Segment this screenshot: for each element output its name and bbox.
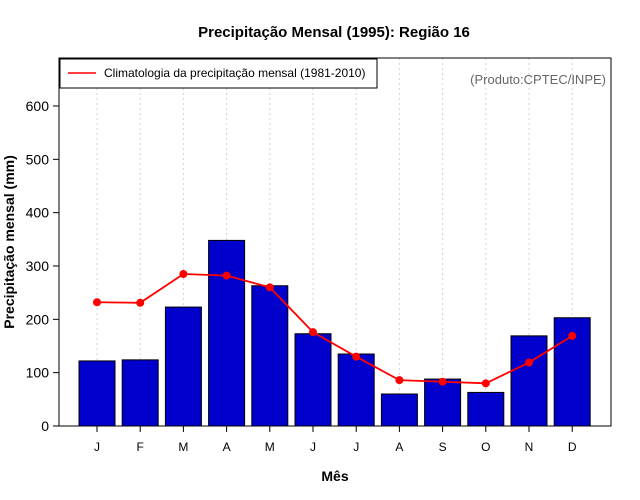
x-tick-label-11: D [568, 440, 577, 454]
legend-entry-climatology: Climatologia da precipitação mensal (198… [104, 66, 365, 80]
x-tick-label-0: J [94, 440, 100, 454]
legend-box [59, 58, 378, 89]
y-tick-label-100: 100 [26, 365, 50, 381]
climatology-point-5 [309, 328, 317, 337]
x-tick-label-3: A [223, 440, 231, 454]
bar-3 [208, 239, 246, 427]
x-tick-label-4: M [265, 440, 275, 454]
climatology-point-0 [93, 298, 101, 307]
y-tick-label-300: 300 [26, 258, 50, 274]
x-tick-label-5: J [310, 440, 316, 454]
legend: Climatologia da precipitação mensal (198… [59, 58, 378, 89]
chart-title: Precipitação Mensal (1995): Região 16 [198, 24, 470, 41]
bar-4 [251, 285, 289, 427]
climatology-point-11 [568, 331, 577, 340]
bar-series [78, 239, 591, 427]
climatology-point-9 [481, 379, 490, 388]
x-tick-label-8: S [439, 440, 447, 454]
plot-frame [58, 57, 612, 427]
y-tick-label-200: 200 [26, 311, 50, 327]
credit-annotation: (Produto:CPTEC/INPE) [470, 72, 606, 87]
y-tick-label-0: 0 [41, 418, 49, 434]
bar-0 [78, 360, 116, 427]
x-tick-label-7: A [395, 440, 403, 454]
climatology-point-8 [438, 377, 447, 386]
bar-8 [424, 378, 462, 427]
y-tick-label-400: 400 [26, 205, 50, 221]
climatology-line [96, 273, 573, 385]
x-tick-label-10: N [525, 440, 534, 454]
climatology-point-6 [352, 352, 361, 361]
y-axis-label: Precipitação mensal (mm) [1, 155, 17, 329]
y-axis: 0 100 200 300 400 500 600 [26, 98, 59, 434]
bar-2 [164, 306, 202, 427]
y-tick-label-500: 500 [26, 151, 50, 167]
climatology-point-4 [265, 283, 274, 292]
y-tick-label-600: 600 [26, 98, 50, 114]
climatology-point-10 [525, 358, 533, 367]
bar-9 [467, 391, 505, 427]
x-tick-label-1: F [137, 440, 144, 454]
climatology-point-3 [222, 271, 231, 280]
bar-1 [121, 359, 159, 427]
climatology-point-1 [136, 298, 145, 307]
climatology-series [93, 270, 577, 388]
x-tick-label-9: O [481, 440, 490, 454]
bar-7 [380, 393, 418, 427]
climatology-point-2 [179, 270, 188, 278]
x-axis-label: Mês [321, 468, 348, 484]
x-tick-label-6: J [353, 440, 359, 454]
bar-6 [337, 353, 375, 427]
x-tick-label-2: M [178, 440, 188, 454]
bar-5 [294, 333, 332, 427]
bar-10 [510, 335, 548, 427]
climatology-point-7 [395, 376, 404, 385]
